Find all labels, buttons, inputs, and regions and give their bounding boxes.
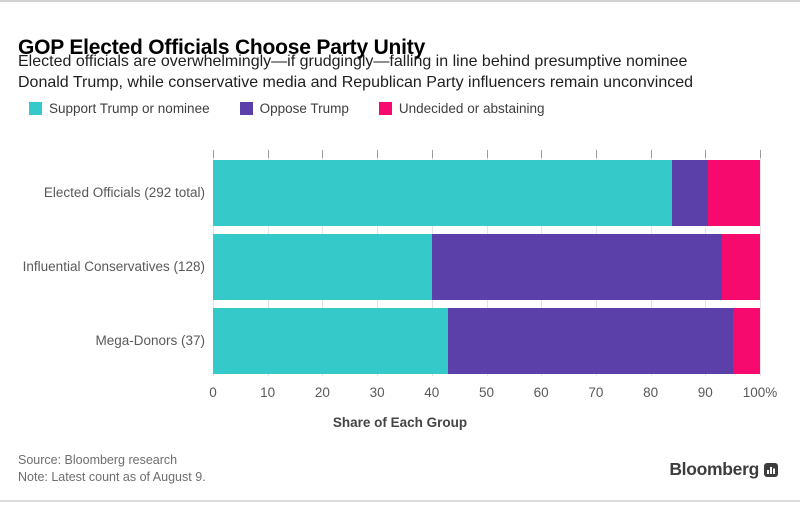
x-tick-label: 70: [588, 385, 604, 400]
bar-row: [213, 308, 760, 374]
category-label: Elected Officials (292 total): [43, 185, 205, 200]
axis-tick: [213, 150, 214, 158]
x-tick-label: 50: [478, 385, 495, 400]
bar-segment-support: [213, 160, 673, 226]
bar-segment-undecided: [721, 234, 760, 300]
bloomberg-wordmark: Bloomberg: [669, 459, 759, 479]
legend-swatch-oppose: [239, 102, 253, 115]
bar-row: [213, 234, 760, 300]
legend-swatch-support: [29, 102, 42, 115]
gridline: [760, 150, 761, 376]
legend-label: Support Trump or nominee: [49, 101, 210, 116]
chart-subtitle: Elected officials are overwhelmingly—if …: [18, 51, 693, 93]
axis-tick: [541, 150, 543, 158]
axis-tick: [705, 150, 707, 158]
chart-subtitle-line1: Elected officials are overwhelmingly—if …: [18, 53, 688, 70]
axis-tick: [650, 150, 652, 158]
axis-tick: [377, 150, 379, 158]
legend-label: Undecided or abstaining: [398, 101, 545, 116]
x-axis-title: Share of Each Group: [332, 415, 468, 430]
category-label: Mega-Donors (37): [95, 333, 205, 348]
note-line: Note: Latest count as of August 9.: [18, 470, 206, 484]
x-tick-label: 30: [369, 385, 385, 400]
bar-segment-support: [213, 234, 432, 300]
x-tick-label: 80: [643, 385, 659, 400]
x-axis-tick-labels: 0 10 20 30 40 50 60 70 80 90 100%: [209, 385, 777, 401]
x-tick-label: 60: [533, 385, 549, 400]
x-tick-label: 90: [697, 385, 713, 400]
legend-swatch-undecided: [378, 102, 392, 115]
bottom-divider: [0, 500, 800, 502]
legend-item: Oppose Trump: [239, 101, 349, 116]
chart-subtitle-line2: Donald Trump, while conservative media a…: [18, 74, 694, 91]
plot-area: [213, 150, 761, 376]
legend-item: Support Trump or nominee: [29, 101, 210, 116]
x-tick-label: 40: [424, 385, 440, 400]
bar-segment-oppose: [672, 160, 709, 226]
bar-segment-support: [213, 308, 449, 374]
footnotes: Source: Bloomberg research Note: Latest …: [18, 452, 206, 486]
x-tick-label: 0: [209, 385, 217, 400]
top-divider: [0, 0, 800, 2]
legend-label: Oppose Trump: [259, 101, 349, 116]
bloomberg-logo: Bloomberg: [669, 459, 778, 480]
bar-segment-oppose: [431, 234, 722, 300]
axis-tick: [322, 150, 324, 158]
bar-segment-oppose: [448, 308, 733, 374]
legend: Support Trump or nominee Oppose Trump Unde…: [29, 101, 545, 116]
bloomberg-chart-icon: [764, 462, 778, 477]
source-line: Source: Bloomberg research: [18, 453, 178, 467]
x-tick-label: 20: [314, 385, 330, 400]
axis-tick: [431, 150, 433, 158]
axis-tick: [760, 150, 761, 158]
x-tick-label: 10: [260, 385, 276, 400]
axis-tick: [267, 150, 269, 158]
bar-segment-undecided: [708, 160, 760, 226]
bar-segment-undecided: [732, 308, 760, 374]
legend-item: Undecided or abstaining: [378, 101, 545, 116]
x-tick-label: 100%: [742, 385, 778, 400]
category-label: Influential Conservatives (128): [22, 259, 205, 274]
bar-row: [213, 160, 760, 226]
chart-title: GOP Elected Officials Choose Party Unity: [18, 36, 426, 60]
axis-tick: [595, 150, 597, 158]
axis-tick: [486, 150, 488, 158]
